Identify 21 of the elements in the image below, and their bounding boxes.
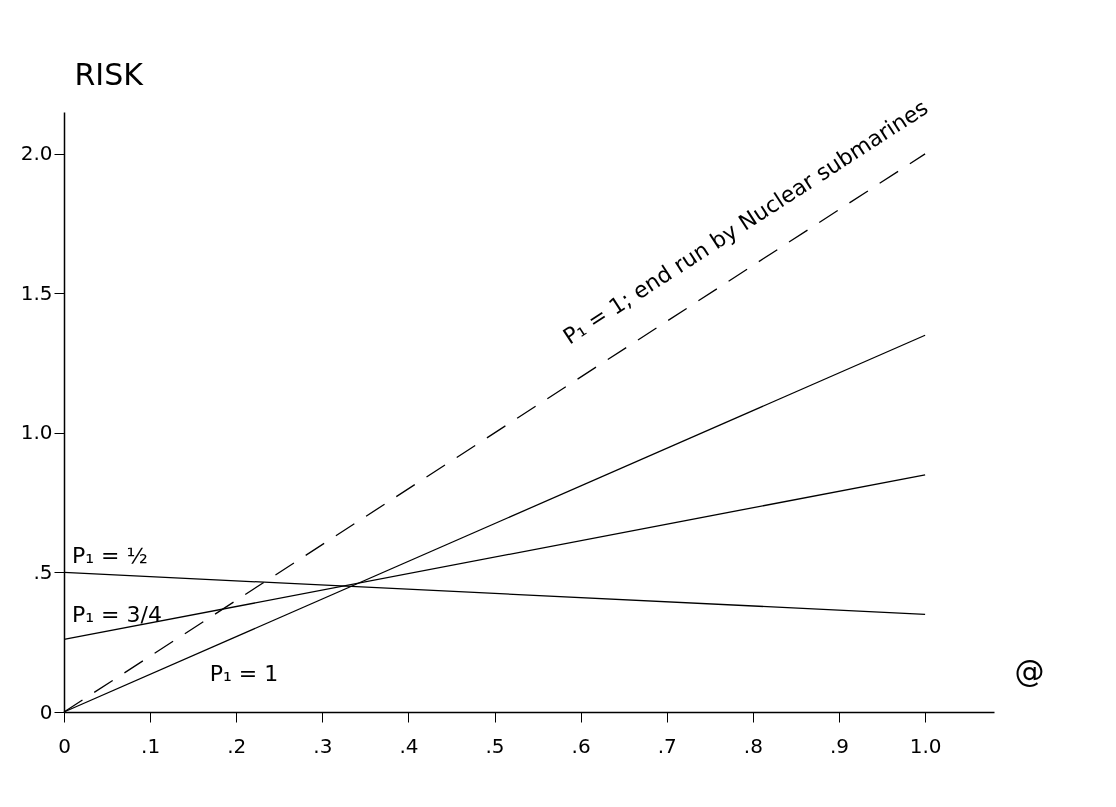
y-tick-label: 0	[39, 699, 53, 724]
series-label: P₁ = ½	[72, 543, 148, 569]
series-label: P₁ = 1	[209, 660, 279, 686]
y-axis-title: RISK	[74, 56, 145, 92]
x-tick-label: .5	[485, 733, 505, 758]
x-tick-label: .4	[399, 733, 419, 758]
x-tick-label: .1	[141, 733, 161, 758]
series-label: P₁ = 3/4	[72, 602, 162, 628]
y-tick-label: .5	[33, 559, 53, 584]
x-tick-label: .7	[657, 733, 677, 758]
x-axis-title: @	[1014, 653, 1045, 689]
x-tick-label: .8	[743, 733, 763, 758]
y-tick-label: 1.0	[20, 420, 53, 445]
x-tick-label: 1.0	[909, 733, 942, 758]
y-tick-label: 2.0	[20, 141, 53, 166]
y-tick-label: 1.5	[20, 280, 53, 305]
x-tick-label: .6	[571, 733, 591, 758]
x-tick-label: 0	[58, 733, 71, 758]
x-tick-label: .2	[227, 733, 247, 758]
x-tick-label: .3	[313, 733, 333, 758]
x-tick-label: .9	[829, 733, 850, 758]
